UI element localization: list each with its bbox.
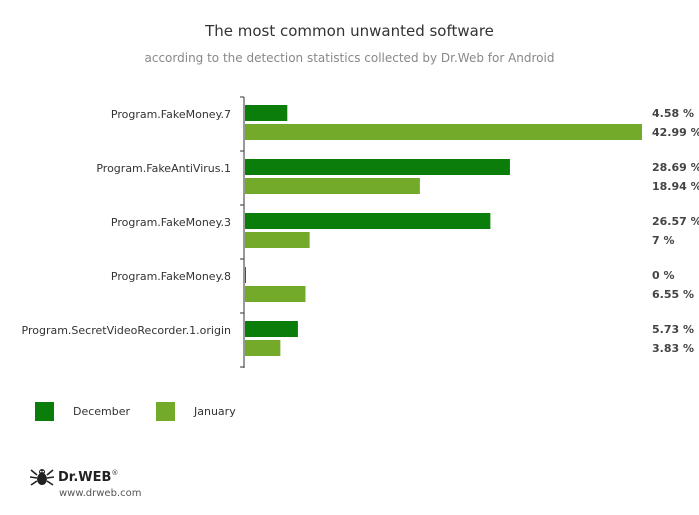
category-label: Program.FakeMoney.8 (111, 270, 231, 283)
data-label: 3.83 % (652, 342, 694, 355)
legend-label-december: December (73, 405, 131, 418)
data-label: 7 % (652, 234, 675, 247)
registered-mark: ® (111, 469, 119, 477)
legend-swatch-december (35, 402, 54, 421)
data-label: 5.73 % (652, 323, 694, 336)
data-label: 42.99 % (652, 126, 699, 139)
data-label: 6.55 % (652, 288, 694, 301)
bar-december (245, 213, 491, 229)
bar-january (245, 124, 642, 140)
data-label: 18.94 % (652, 180, 699, 193)
legend-item-december: December (35, 402, 130, 421)
data-label: 26.57 % (652, 215, 699, 228)
chart-title: The most common unwanted software (205, 22, 494, 40)
bar-january (245, 232, 310, 248)
bar-december (245, 105, 288, 121)
bar-december (245, 267, 246, 283)
category-label: Program.FakeAntiVirus.1 (96, 162, 231, 175)
category-label: Program.FakeMoney.7 (111, 108, 231, 121)
chart-subtitle: according to the detection statistics co… (144, 51, 555, 65)
bar-december (245, 159, 510, 175)
logo-url: www.drweb.com (59, 488, 142, 499)
spider-icon (30, 469, 54, 486)
bar-january (245, 286, 306, 302)
logo-name: Dr.WEB (58, 469, 112, 485)
legend-item-january: January (156, 402, 236, 421)
bar-january (245, 178, 420, 194)
data-label: 0 % (652, 269, 675, 282)
data-label: 28.69 % (652, 161, 699, 174)
legend-label-january: January (194, 405, 236, 418)
bar-chart: Program.FakeMoney.7 4.58 % 42.99 % Program.… (22, 96, 699, 368)
category-label: Program.SecretVideoRecorder.1.origin (22, 324, 232, 337)
legend-swatch-january (156, 402, 175, 421)
data-label: 4.58 % (652, 107, 694, 120)
bar-december (245, 321, 298, 337)
category-label: Program.FakeMoney.3 (111, 216, 231, 229)
bar-january (245, 340, 281, 356)
drweb-logo: Dr.WEB ® (30, 466, 118, 488)
